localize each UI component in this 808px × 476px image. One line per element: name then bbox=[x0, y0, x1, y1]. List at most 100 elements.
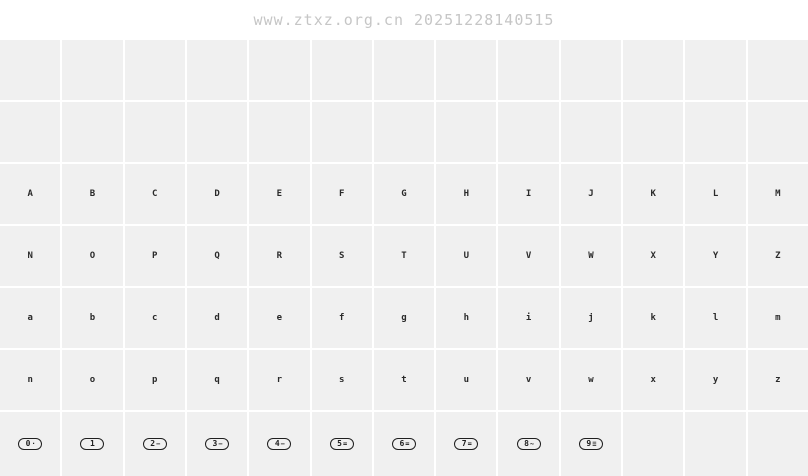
letter-glyph: U bbox=[463, 250, 469, 261]
glyph-cell-I: I bbox=[498, 164, 559, 224]
glyph-cell-t: t bbox=[373, 350, 435, 410]
letter-glyph: W bbox=[588, 250, 594, 261]
glyph-cell-digit-3: 3− bbox=[186, 412, 248, 476]
glyph-cell-V: V bbox=[498, 226, 559, 286]
digit-pill-glyph: 7 = bbox=[454, 438, 479, 450]
digit-marks: ~ bbox=[529, 439, 534, 448]
digit-glyph: 0 bbox=[25, 439, 31, 448]
glyph-cell-digit-9: 9 ≡ bbox=[560, 412, 622, 476]
letter-glyph: m bbox=[775, 312, 781, 323]
glyph-cell-c: c bbox=[124, 288, 185, 348]
digit-marks: · bbox=[31, 439, 35, 448]
glyph-cell-G: G bbox=[373, 164, 435, 224]
glyph-cell-empty bbox=[747, 40, 808, 100]
glyph-cell-empty bbox=[62, 40, 123, 100]
letter-glyph: d bbox=[214, 312, 220, 323]
digit-marks: − bbox=[280, 439, 285, 448]
digit-pill-glyph: 1 bbox=[80, 438, 105, 450]
glyph-cell-a: a bbox=[0, 288, 61, 348]
glyph-cell-digit-0: 0 · bbox=[0, 412, 61, 476]
glyph-cell-empty bbox=[436, 102, 497, 162]
glyph-cell-digit-5: 5 = bbox=[311, 412, 372, 476]
letter-glyph: e bbox=[276, 312, 283, 323]
glyph-cell-empty bbox=[0, 40, 61, 100]
glyph-cell-y: y bbox=[685, 350, 746, 410]
letter-glyph: r bbox=[276, 374, 283, 385]
letter-glyph: p bbox=[152, 374, 158, 385]
glyph-cell-J: J bbox=[560, 164, 622, 224]
glyph-cell-empty bbox=[311, 102, 372, 162]
letter-glyph: G bbox=[401, 188, 407, 199]
glyph-cell-X: X bbox=[623, 226, 684, 286]
letter-glyph: T bbox=[401, 250, 407, 261]
letter-glyph: I bbox=[525, 188, 532, 199]
glyph-cell-empty bbox=[560, 40, 622, 100]
digit-pill-glyph: 3− bbox=[205, 438, 230, 450]
digit-pill-glyph: 9 ≡ bbox=[578, 438, 603, 450]
letter-glyph: b bbox=[89, 312, 96, 323]
letter-glyph: v bbox=[525, 374, 532, 385]
glyph-cell-empty bbox=[685, 40, 746, 100]
letter-glyph: C bbox=[152, 188, 158, 199]
letter-glyph: E bbox=[276, 188, 283, 199]
letter-glyph: B bbox=[89, 188, 96, 199]
digit-marks: − bbox=[218, 439, 222, 448]
letter-glyph: c bbox=[152, 312, 158, 323]
glyph-cell-b: b bbox=[62, 288, 123, 348]
letter-glyph: o bbox=[89, 374, 96, 385]
glyph-cell-r: r bbox=[249, 350, 310, 410]
letter-glyph: t bbox=[401, 374, 407, 385]
glyph-cell-W: W bbox=[560, 226, 622, 286]
glyph-cell-w: w bbox=[560, 350, 622, 410]
glyph-cell-k: k bbox=[623, 288, 684, 348]
letter-glyph: P bbox=[152, 250, 158, 261]
letter-glyph: L bbox=[712, 188, 719, 199]
glyph-cell-empty bbox=[560, 102, 622, 162]
letter-glyph: K bbox=[650, 188, 656, 199]
glyph-cell-empty bbox=[747, 412, 808, 476]
glyph-cell-P: P bbox=[124, 226, 185, 286]
glyph-cell-E: E bbox=[249, 164, 310, 224]
glyph-cell-empty bbox=[685, 412, 746, 476]
glyph-cell-g: g bbox=[373, 288, 435, 348]
glyph-cell-empty bbox=[0, 102, 61, 162]
letter-glyph: S bbox=[338, 250, 345, 261]
letter-glyph: O bbox=[89, 250, 96, 261]
glyph-cell-s: s bbox=[311, 350, 372, 410]
letter-glyph: l bbox=[712, 312, 719, 323]
digit-glyph: 5 bbox=[337, 439, 342, 448]
letter-glyph: N bbox=[27, 250, 33, 261]
glyph-cell-A: A bbox=[0, 164, 61, 224]
letter-glyph: J bbox=[588, 188, 594, 199]
letter-glyph: F bbox=[338, 188, 345, 199]
letter-glyph: w bbox=[588, 374, 594, 385]
digit-pill-glyph: 8 ~ bbox=[516, 438, 541, 450]
letter-glyph: A bbox=[27, 188, 33, 199]
glyph-cell-U: U bbox=[436, 226, 497, 286]
digit-marks: = bbox=[467, 439, 472, 448]
letter-glyph: V bbox=[525, 250, 532, 261]
glyph-cell-j: j bbox=[560, 288, 622, 348]
glyph-cell-empty bbox=[124, 40, 185, 100]
glyph-cell-M: M bbox=[747, 164, 808, 224]
glyph-cell-empty bbox=[186, 102, 248, 162]
glyph-cell-empty bbox=[62, 102, 123, 162]
glyph-cell-B: B bbox=[62, 164, 123, 224]
digit-glyph: 7 bbox=[461, 439, 467, 448]
letter-glyph: q bbox=[214, 374, 220, 385]
letter-glyph: x bbox=[650, 374, 656, 385]
glyph-cell-empty bbox=[623, 102, 684, 162]
letter-glyph: a bbox=[27, 312, 33, 323]
glyph-cell-digit-2: 2− bbox=[124, 412, 185, 476]
letter-glyph: H bbox=[463, 188, 469, 199]
digit-pill-glyph: 5 = bbox=[329, 438, 354, 450]
letter-glyph: k bbox=[650, 312, 656, 323]
glyph-cell-v: v bbox=[498, 350, 559, 410]
glyph-cell-empty bbox=[373, 40, 435, 100]
glyph-cell-q: q bbox=[186, 350, 248, 410]
glyph-cell-digit-8: 8 ~ bbox=[498, 412, 559, 476]
letter-glyph: Q bbox=[214, 250, 220, 261]
glyph-cell-empty bbox=[249, 40, 310, 100]
glyph-cell-empty bbox=[124, 102, 185, 162]
